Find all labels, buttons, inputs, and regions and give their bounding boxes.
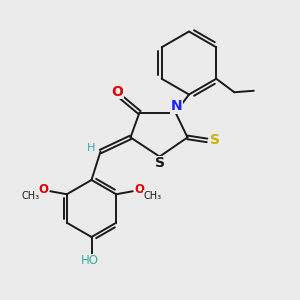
Text: CH₃: CH₃ — [143, 191, 161, 201]
Text: CH₃: CH₃ — [22, 191, 40, 201]
Text: O: O — [111, 85, 123, 98]
Text: H: H — [87, 143, 95, 153]
Text: S: S — [155, 156, 165, 170]
Text: O: O — [134, 183, 144, 196]
Text: O: O — [39, 183, 49, 196]
Text: S: S — [210, 134, 220, 147]
Text: N: N — [171, 99, 182, 113]
Text: HO: HO — [81, 254, 99, 268]
